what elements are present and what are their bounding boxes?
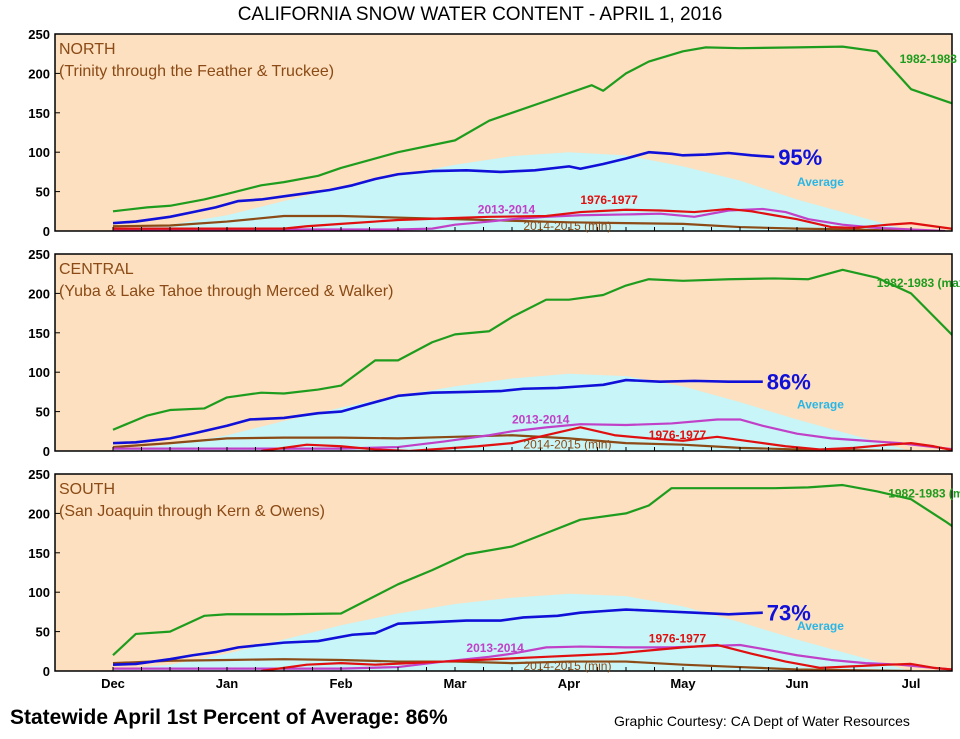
north-y-tick-label: 250	[28, 27, 50, 42]
central-series-min-line	[112, 434, 912, 451]
central-series-y1976-line	[261, 426, 952, 451]
central-series-average-area	[113, 373, 911, 451]
central-region-subtitle: (Yuba & Lake Tahoe through Merced & Walk…	[59, 283, 393, 300]
central-y-tick-label: 100	[28, 365, 50, 380]
central-annotation-average_label: Average	[797, 397, 844, 411]
south-y-tick-label: 100	[28, 585, 50, 600]
south-annotation-y2013_2014: 2013-2014	[466, 641, 524, 655]
x-tick-label-mar: Mar	[443, 676, 466, 691]
north-annotation-y1976_1977: 1976-1977	[580, 193, 638, 207]
north-annotation-average_label: Average	[797, 175, 844, 189]
north-series-y2013-line	[113, 207, 946, 231]
north-series-current-line	[112, 150, 775, 225]
north-y-tick-label: 100	[28, 145, 50, 160]
south-annotation-max_1982_1983: 1982-1983 (max)	[888, 487, 960, 501]
south-y-tick-label: 0	[43, 664, 50, 679]
north-percent-label: 95%	[778, 145, 822, 170]
central-series-current-line	[112, 378, 763, 445]
south-y-tick-label: 250	[28, 467, 50, 482]
north-y-tick-label: 150	[28, 106, 50, 121]
north-panel-frame	[54, 33, 953, 232]
chart-title: CALIFORNIA SNOW WATER CONTENT - APRIL 1,…	[237, 4, 723, 25]
north-region-title: NORTH	[59, 41, 116, 58]
south-y-tick-label: 50	[36, 625, 50, 640]
central-series-max-line	[112, 268, 952, 431]
north-series-min-line	[112, 214, 912, 231]
central-annotation-y2013_2014: 2013-2014	[512, 412, 570, 426]
north-y-tick-label: 0	[43, 224, 50, 239]
central-region-title: CENTRAL	[59, 261, 134, 278]
central-y-tick-label: 0	[43, 444, 50, 459]
south-annotation-min_2014_2015: 2014-2015 (min)	[523, 659, 611, 673]
north-region-subtitle: (Trinity through the Feather & Truckee)	[59, 63, 334, 80]
statewide-percent-text: Statewide April 1st Percent of Average: …	[10, 706, 448, 729]
north-series-max-line	[112, 45, 952, 213]
south-annotation-y1976_1977: 1976-1977	[649, 632, 707, 646]
south-series-min-line	[112, 658, 912, 671]
south-series-y1976-line	[261, 643, 952, 671]
south-region-title: SOUTH	[59, 481, 115, 498]
south-series-current-line	[112, 608, 763, 666]
south-y-tick-label: 150	[28, 546, 50, 561]
credit-text: Graphic Courtesy: CA Dept of Water Resou…	[614, 713, 910, 729]
x-tick-label-jul: Jul	[902, 676, 921, 691]
central-percent-label: 86%	[767, 370, 811, 395]
central-y-tick-label: 150	[28, 326, 50, 341]
central-annotation-max_1982_1983: 1982-1983 (max)	[877, 276, 960, 290]
central-annotation-min_2014_2015: 2014-2015 (min)	[523, 438, 611, 452]
south-y-tick-label: 200	[28, 506, 50, 521]
north-y-tick-label: 200	[28, 66, 50, 81]
south-region-subtitle: (San Joaquin through Kern & Owens)	[59, 503, 325, 520]
x-tick-label-feb: Feb	[329, 676, 352, 691]
north-annotation-min_2014_2015: 2014-2015 (min)	[523, 219, 611, 233]
south-annotation-average_label: Average	[797, 619, 844, 633]
south-percent-label: 73%	[767, 601, 811, 626]
north-annotation-max_1982_1983: 1982-1983 (max)	[900, 52, 960, 66]
central-panel-frame	[54, 253, 953, 452]
central-annotation-y1976_1977: 1976-1977	[649, 428, 707, 442]
central-y-tick-label: 200	[28, 286, 50, 301]
central-y-tick-label: 250	[28, 247, 50, 262]
north-y-tick-label: 50	[36, 185, 50, 200]
north-series-y1976-line	[113, 207, 952, 230]
x-tick-label-jan: Jan	[216, 676, 238, 691]
south-panel-frame	[54, 473, 953, 672]
south-series-average-area	[113, 593, 911, 671]
south-series-max-line	[112, 483, 952, 657]
central-y-tick-label: 50	[36, 405, 50, 420]
x-tick-label-jun: Jun	[785, 676, 808, 691]
x-tick-label-apr: Apr	[558, 676, 580, 691]
x-tick-label-may: May	[670, 676, 696, 691]
north-annotation-y2013_2014: 2013-2014	[478, 203, 536, 217]
x-tick-label-dec: Dec	[101, 676, 125, 691]
